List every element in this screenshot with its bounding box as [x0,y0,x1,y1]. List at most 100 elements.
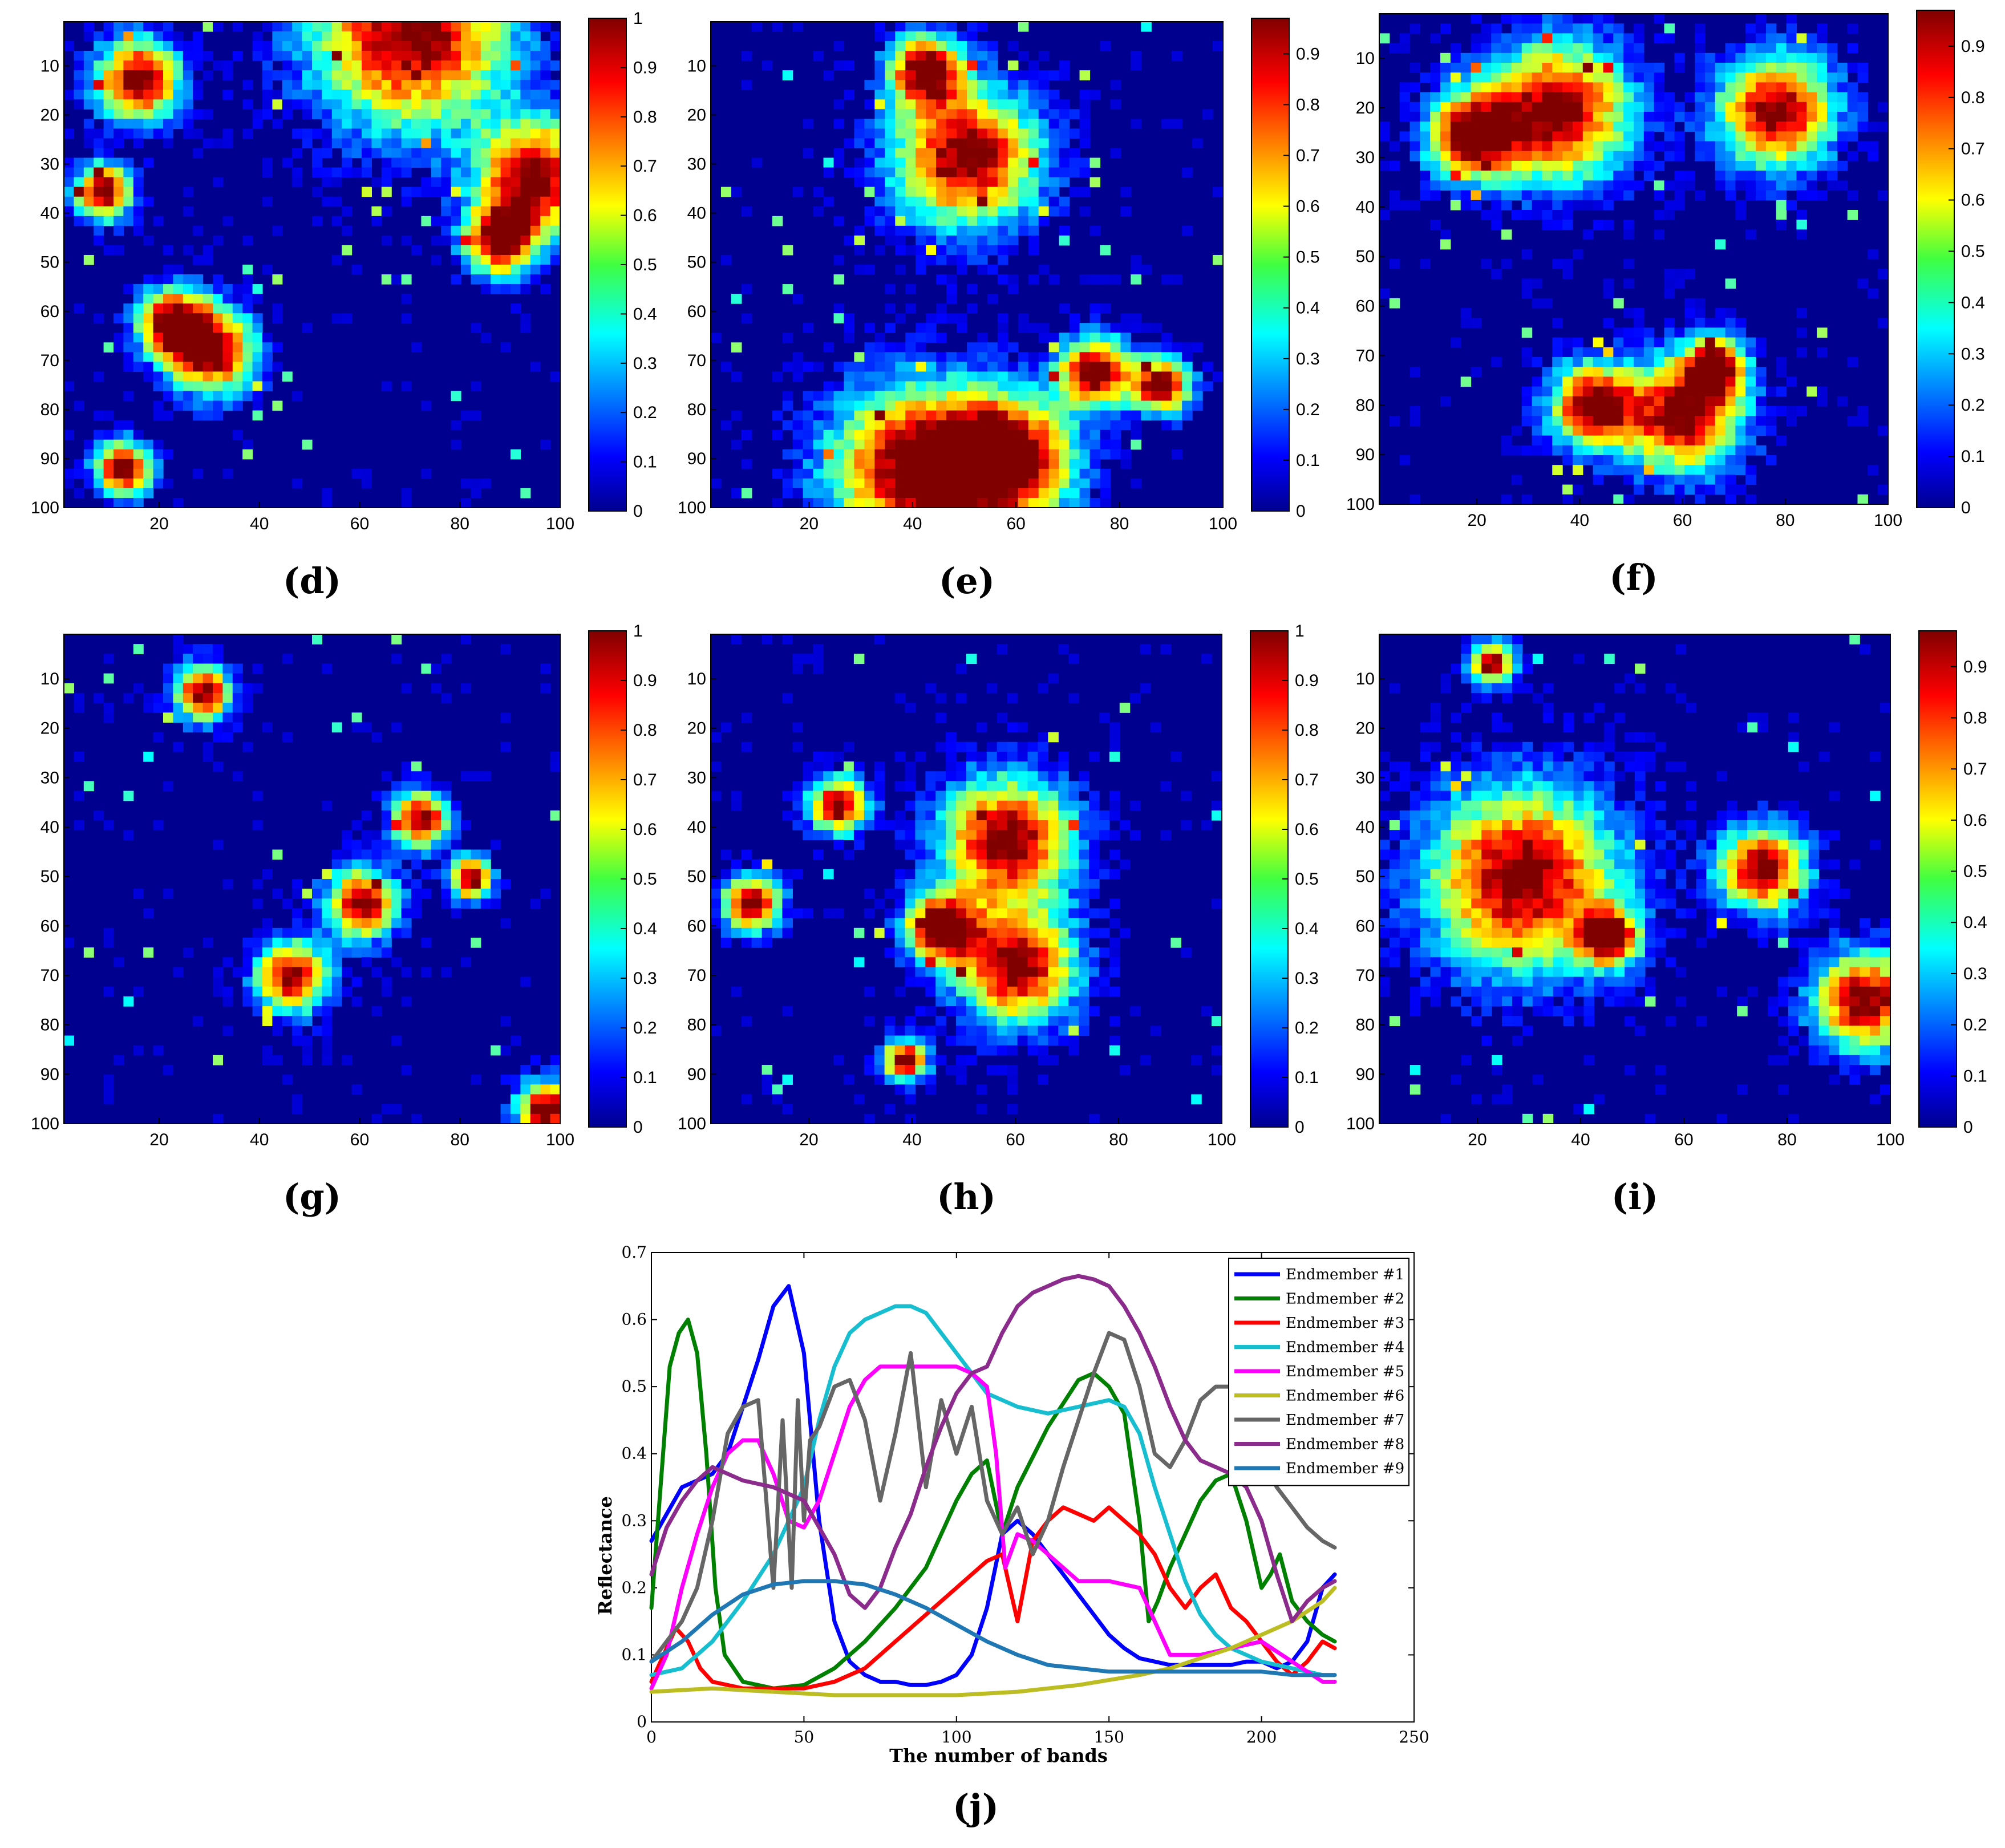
heatmap-cell [1623,171,1634,181]
heatmap-cell [1008,488,1019,499]
heatmap-cell [977,479,988,489]
heatmap-cell [153,469,164,479]
heatmap-cell [84,138,94,148]
heatmap-cell [282,1075,293,1085]
heatmap-cell [915,791,926,801]
heatmap-cell [926,158,937,168]
heatmap-cell [491,109,501,119]
heatmap-cell [864,1016,875,1026]
heatmap-cell [530,1055,541,1065]
heatmap-cell [1725,495,1736,505]
heatmap-cell [1756,445,1766,456]
heatmap-cell [371,908,382,918]
heatmap-cell [272,401,282,411]
heatmap-cell [253,957,263,967]
heatmap-cell [114,138,124,148]
heatmap-cell [967,362,978,372]
heatmap-cell [1787,33,1797,43]
heatmap-cell [282,99,293,110]
heatmap-cell [322,977,332,987]
heatmap-cell [1400,112,1410,122]
heatmap-cell [451,226,461,236]
heatmap-cell [935,967,946,977]
heatmap-cell [926,362,937,372]
heatmap-cell [783,479,793,489]
heatmap-cell [123,830,133,840]
heatmap-cell [540,70,550,80]
heatmap-cell [1623,72,1634,83]
heatmap-cell [1039,498,1050,508]
heatmap-cell [1766,171,1776,181]
heatmap-cell [1664,200,1675,210]
heatmap-cell [874,352,885,362]
heatmap-cell [1049,479,1060,489]
heatmap-cell [402,918,412,929]
heatmap-cell [966,889,977,899]
heatmap-cell [905,216,916,226]
heatmap-cell [956,850,967,860]
heatmap-cell [530,236,541,246]
heatmap-cell [1715,161,1725,171]
heatmap-cell [833,781,844,791]
heatmap-cell [803,810,813,821]
heatmap-cell [803,791,813,801]
heatmap-cell [874,1045,885,1056]
heatmap-cell [1059,99,1070,110]
heatmap-cell [94,469,104,479]
heatmap-cell [813,391,824,402]
heatmap-cell [1552,191,1562,201]
heatmap-cell [1613,72,1623,83]
heatmap-cell [322,70,332,80]
heatmap-cell [272,99,282,110]
heatmap-cell [332,889,342,899]
heatmap-cell [371,31,382,42]
heatmap-cell [997,712,1008,723]
heatmap-cell [905,1084,916,1095]
heatmap-cell [895,1026,906,1036]
heatmap-cell [1070,488,1080,499]
heatmap-cell [222,90,233,100]
heatmap-cell [844,742,854,752]
heatmap-cell [123,60,133,71]
heatmap-cell [966,761,977,772]
heatmap-cell [874,158,885,168]
heatmap-cell [915,1075,926,1085]
heatmap-cell [834,362,845,372]
heatmap-cell [772,1084,783,1095]
heatmap-cell [1542,387,1552,397]
heatmap-cell [471,381,481,391]
heatmap-cell [926,449,937,460]
heatmap-cell [511,1036,521,1046]
heatmap-cell [946,148,957,159]
y-tick-label: 60 [40,302,59,321]
heatmap-cell [342,148,352,159]
heatmap-cell [905,449,916,460]
heatmap-cell [1552,465,1562,475]
colorbar [1917,10,1954,508]
heatmap-cell [74,703,84,713]
heatmap-cell [352,80,362,90]
heatmap-cell [956,1016,967,1026]
heatmap-cell [1501,72,1512,83]
heatmap-cell [1776,53,1787,63]
heatmap-cell [451,236,461,246]
heatmap-cell [491,119,501,129]
heatmap-cell [926,391,937,402]
heatmap-cell [64,128,74,139]
heatmap-cell [844,850,854,860]
heatmap-cell [977,333,988,343]
heatmap-cell [1532,191,1542,201]
heatmap-cell [1684,367,1695,377]
heatmap-cell [1440,141,1451,152]
heatmap-cell [104,177,114,188]
heatmap-cell [1100,488,1111,499]
heatmap-cell [411,342,422,352]
heatmap-cell [1059,138,1070,148]
heatmap-cell [926,41,937,51]
heatmap-cell [731,889,742,899]
heatmap-cell [441,236,451,246]
heatmap-cell [977,889,987,899]
heatmap-cell [1664,406,1675,416]
heatmap-cell [183,284,193,294]
heatmap-cell [1008,90,1019,100]
